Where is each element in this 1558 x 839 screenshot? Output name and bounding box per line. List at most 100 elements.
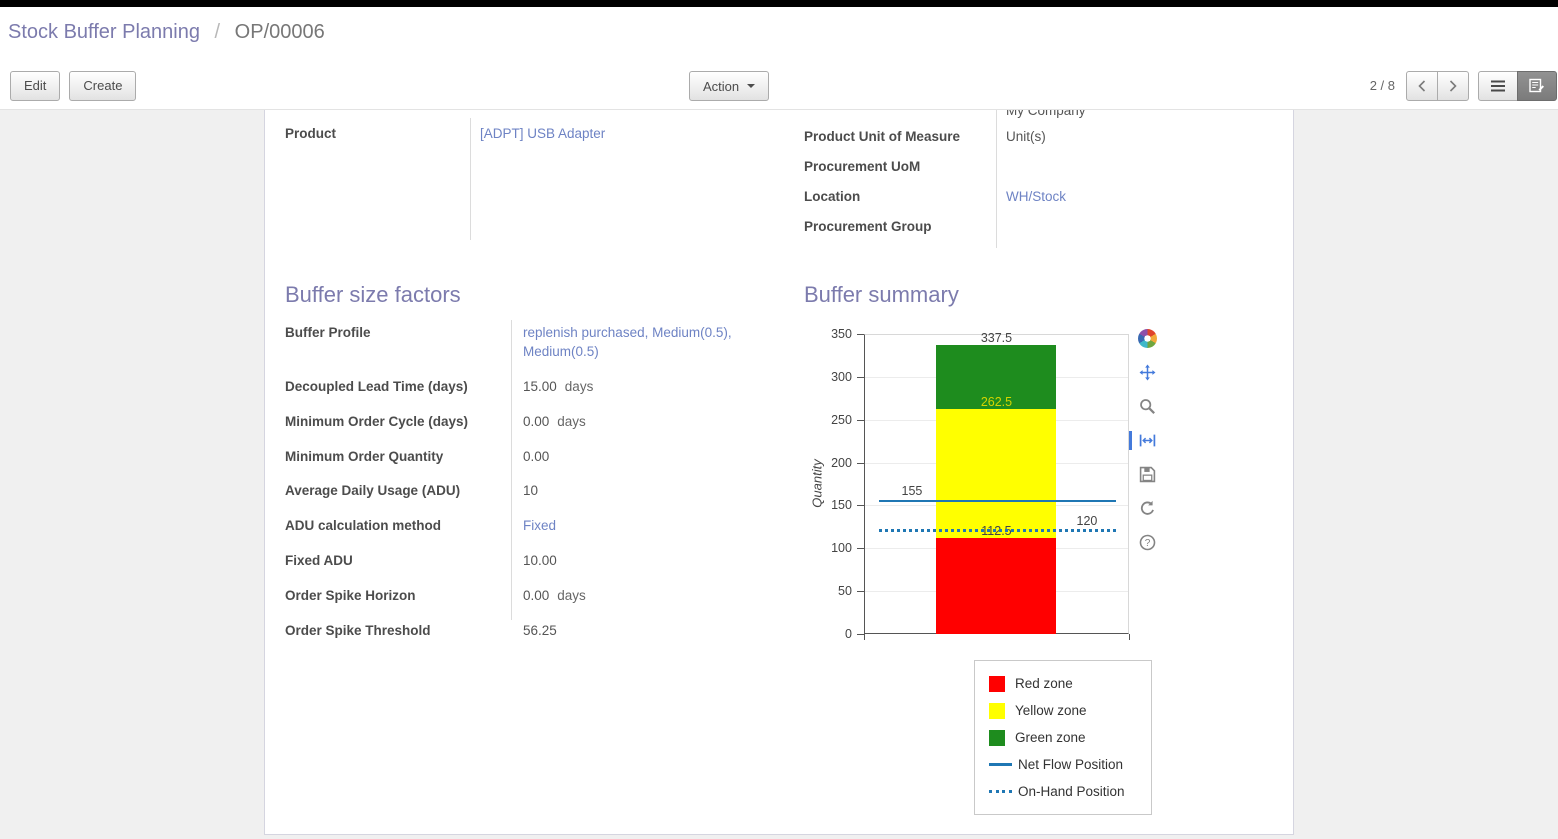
- y-tick: [856, 591, 864, 593]
- location-label: Location: [803, 189, 861, 204]
- red-zone-bar: [936, 537, 1057, 634]
- procurement-group-label: Procurement Group: [803, 219, 932, 234]
- main-content: Product [ADPT] USB Adapter My Company Pr…: [0, 110, 1558, 839]
- product-link[interactable]: [ADPT] USB Adapter: [480, 126, 606, 141]
- y-tick: [856, 419, 864, 421]
- pager-next-button[interactable]: [1437, 70, 1469, 101]
- pan-icon[interactable]: [1137, 362, 1159, 383]
- breadcrumb-current: OP/00006: [234, 21, 325, 43]
- chart-toolbar: ?: [1128, 328, 1159, 553]
- on-hand-line-swatch: [988, 790, 1012, 793]
- pager-previous-button[interactable]: [1406, 70, 1438, 101]
- y-tick-label: 250: [831, 412, 852, 427]
- list-view-button[interactable]: [1478, 70, 1518, 101]
- zone-top-label: 262.5: [980, 395, 1013, 409]
- decoupled-lead-time-row: Decoupled Lead Time (days) 15.00 days: [285, 378, 594, 394]
- legend-item-on-hand-position[interactable]: On-Hand Position: [988, 778, 1151, 805]
- column-divider: [470, 118, 471, 240]
- save-chart-icon[interactable]: [1137, 464, 1159, 485]
- location-link[interactable]: WH/Stock: [1005, 189, 1066, 204]
- yellow-zone-bar: [936, 409, 1057, 538]
- legend-item-net-flow-position[interactable]: Net Flow Position: [988, 751, 1151, 778]
- pager-count: 2 / 8: [1369, 78, 1395, 93]
- control-panel: Edit Create Action 2 / 8: [0, 62, 1558, 110]
- top-navbar: [0, 0, 1558, 7]
- buffer-factors-table: Buffer Profile replenish purchased, Medi…: [285, 316, 804, 649]
- green-zone-swatch: [988, 729, 1005, 746]
- chevron-down-icon: [747, 84, 756, 88]
- minimum-order-cycle-row: Minimum Order Cycle (days) 0.00 days: [285, 413, 586, 429]
- red-zone-swatch: [988, 675, 1005, 692]
- clipped-field-row: My Company: [804, 110, 1273, 122]
- plotly-logo-icon: [1138, 329, 1158, 348]
- chart-legend: Red zone Yellow zone Green zone Net: [973, 660, 1152, 815]
- buffer-profile-row: Buffer Profile replenish purchased, Medi…: [285, 325, 732, 359]
- line-label: 155: [901, 484, 923, 499]
- column-divider: [995, 110, 997, 248]
- y-tick-label: 300: [831, 369, 852, 384]
- clipped-field-value: My Company: [1005, 110, 1086, 118]
- y-tick-label: 200: [831, 455, 852, 470]
- yellow-zone-swatch: [988, 702, 1005, 719]
- y-tick: [856, 334, 864, 335]
- adu-calculation-method-row: ADU calculation method Fixed: [285, 518, 557, 534]
- pager-buttons: [1406, 70, 1469, 101]
- chart-help-icon[interactable]: ?: [1137, 532, 1159, 553]
- y-tick: [856, 634, 864, 635]
- order-spike-horizon-row: Order Spike Horizon 0.00 days: [285, 588, 586, 604]
- fixed-adu-row: Fixed ADU 10.00: [285, 553, 557, 569]
- chart-logo-icon[interactable]: [1137, 328, 1159, 349]
- y-tick: [856, 548, 864, 550]
- y-tick-label: 0: [845, 627, 852, 641]
- net-flow-line-swatch: [988, 763, 1012, 766]
- line-label: 120: [1076, 514, 1098, 529]
- order-spike-threshold-value: 56.25: [523, 623, 557, 639]
- adu-calculation-method-link[interactable]: Fixed: [523, 518, 557, 534]
- list-icon: [1491, 80, 1505, 91]
- y-tick-label: 50: [838, 584, 852, 599]
- create-button[interactable]: Create: [69, 70, 137, 101]
- top-field-group: Product [ADPT] USB Adapter My Company Pr…: [285, 110, 1273, 248]
- breadcrumb: Stock Buffer Planning / OP/00006: [0, 7, 1558, 62]
- form-icon: [1529, 78, 1544, 93]
- breadcrumb-link-stock-buffer-planning[interactable]: Stock Buffer Planning: [8, 21, 200, 43]
- y-tick: [856, 376, 864, 378]
- legend-item-yellow-zone[interactable]: Yellow zone: [988, 697, 1151, 724]
- edit-button[interactable]: Edit: [10, 70, 61, 101]
- form-view-button[interactable]: [1517, 70, 1557, 101]
- product-uom-value: Unit(s): [1005, 129, 1046, 144]
- location-row: Location WH/Stock: [804, 182, 1273, 212]
- zoom-icon[interactable]: [1137, 396, 1159, 417]
- action-dropdown[interactable]: Action: [689, 71, 770, 101]
- column-divider: [511, 320, 512, 620]
- reset-chart-icon[interactable]: [1137, 498, 1159, 519]
- average-daily-usage-value: 10: [523, 483, 539, 499]
- product-row: Product [ADPT] USB Adapter: [285, 110, 804, 148]
- y-tick: [856, 462, 864, 464]
- on-hand-line: [878, 529, 1116, 533]
- zoom-range-icon[interactable]: [1128, 430, 1159, 451]
- record-buttons: Edit Create: [10, 70, 137, 101]
- product-uom-row: Product Unit of Measure Unit(s): [804, 122, 1273, 152]
- fixed-adu-value: 10.00: [523, 553, 557, 569]
- procurement-uom-label: Procurement UoM: [803, 159, 921, 174]
- buffer-size-factors-title: Buffer size factors: [285, 282, 461, 307]
- chevron-right-icon: [1449, 79, 1457, 92]
- minimum-order-cycle-value: 0.00: [523, 413, 550, 429]
- zone-top-label: 337.5: [980, 330, 1013, 345]
- procurement-uom-row: Procurement UoM: [804, 152, 1273, 182]
- chart-plot-area: 0 50 100 150 200 250 300 350 112.5 262.5 337.5 155 1…: [804, 314, 1273, 814]
- y-tick-label: 150: [831, 498, 852, 513]
- x-tick: [1128, 634, 1130, 640]
- buffer-profile-link[interactable]: replenish purchased, Medium(0.5), Medium…: [523, 325, 732, 359]
- buffer-summary-title: Buffer summary: [803, 282, 959, 307]
- pager: 2 / 8: [1369, 70, 1558, 101]
- product-label: Product: [285, 126, 337, 141]
- view-switcher: [1478, 70, 1557, 101]
- legend-item-red-zone[interactable]: Red zone: [988, 670, 1151, 697]
- minimum-order-quantity-value: 0.00: [523, 448, 550, 464]
- legend-item-green-zone[interactable]: Green zone: [988, 724, 1151, 751]
- product-uom-label: Product Unit of Measure: [803, 129, 960, 144]
- buffer-summary-chart: Quantity 0 50 100 150 200 250 300 350 112.5 262.5…: [804, 314, 1273, 815]
- net-flow-line: [878, 500, 1116, 503]
